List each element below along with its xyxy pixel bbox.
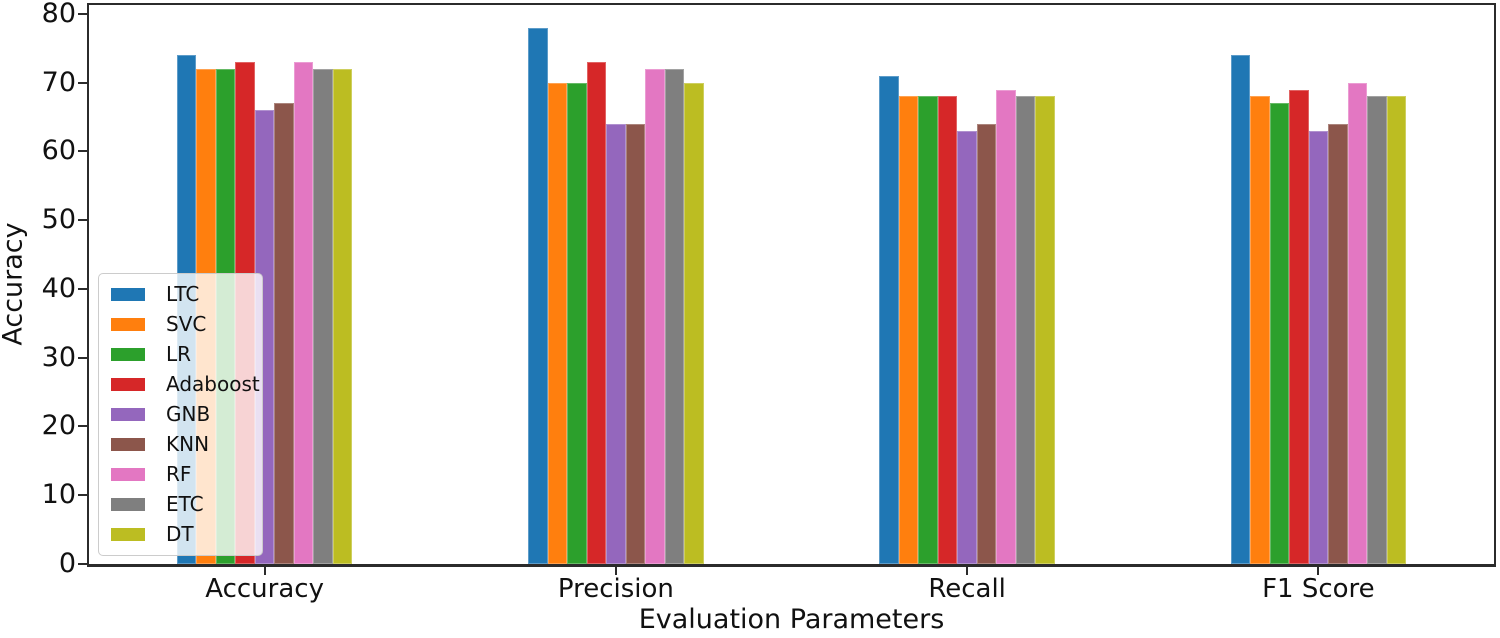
legend-item-lr: LR — [111, 344, 252, 365]
bar-ltc-2 — [879, 75, 899, 564]
legend: LTC SVC LR Adaboost GNB KNN RF ETC DT — [98, 273, 263, 556]
y-tick-label: 10 — [41, 479, 76, 511]
y-tick-label: 70 — [41, 66, 76, 98]
bar-ltc-1 — [528, 27, 548, 564]
bar-dt-3 — [1386, 96, 1407, 564]
y-tick-mark — [78, 81, 87, 84]
x-tick-mark — [1317, 566, 1320, 575]
bar-gnb-3 — [1308, 130, 1329, 564]
bar-knn-1 — [625, 123, 646, 564]
bar-svc-2 — [898, 96, 919, 564]
y-tick-mark — [78, 563, 87, 565]
x-tick-mark — [614, 566, 617, 575]
legend-item-etc: ETC — [111, 494, 252, 515]
bar-lr-3 — [1269, 103, 1290, 564]
legend-label-knn: KNN — [166, 432, 210, 456]
bar-knn-2 — [976, 123, 997, 564]
legend-label-ltc: LTC — [166, 282, 200, 306]
legend-swatch-adaboost — [111, 378, 145, 391]
legend-item-gnb: GNB — [111, 404, 252, 425]
bar-svc-1 — [547, 82, 568, 564]
legend-label-etc: ETC — [166, 492, 204, 516]
bar-knn-0 — [274, 103, 294, 564]
bar-knn-3 — [1328, 123, 1348, 564]
legend-item-adaboost: Adaboost — [111, 374, 260, 395]
y-tick-label: 80 — [41, 0, 76, 29]
legend-swatch-rf — [111, 468, 145, 481]
legend-label-gnb: GNB — [166, 402, 211, 426]
bar-gnb-1 — [606, 123, 626, 564]
legend-item-rf: RF — [111, 464, 252, 485]
bar-ltc-3 — [1230, 55, 1251, 564]
bar-etc-2 — [1015, 96, 1036, 564]
y-tick-label: 40 — [41, 272, 76, 304]
bar-dt-2 — [1035, 96, 1055, 564]
y-tick-label: 0 — [58, 548, 76, 579]
bar-lr-2 — [918, 96, 938, 564]
y-tick-mark — [78, 425, 87, 428]
legend-swatch-knn — [111, 438, 145, 451]
bar-rf-1 — [645, 68, 665, 564]
legend-item-dt: DT — [111, 524, 252, 545]
x-tick-mark — [966, 566, 969, 575]
legend-item-ltc: LTC — [111, 284, 252, 305]
x-tick-label-recall: Recall — [928, 574, 1006, 604]
bar-rf-3 — [1347, 82, 1368, 564]
bar-etc-3 — [1367, 96, 1387, 564]
legend-swatch-lr — [111, 348, 145, 361]
legend-swatch-dt — [111, 528, 145, 541]
x-tick-label-f1-score: F1 Score — [1262, 574, 1375, 604]
bar-dt-1 — [684, 82, 704, 564]
y-tick-mark — [78, 356, 87, 359]
bar-rf-2 — [996, 89, 1016, 564]
x-axis-label: Evaluation Parameters — [638, 604, 945, 635]
y-tick-mark — [78, 12, 87, 15]
legend-label-lr: LR — [166, 342, 192, 366]
legend-label-dt: DT — [166, 522, 194, 546]
y-tick-label: 30 — [41, 341, 76, 373]
legend-swatch-etc — [111, 498, 145, 511]
legend-swatch-svc — [111, 318, 145, 331]
legend-item-svc: SVC — [111, 314, 252, 335]
bar-gnb-2 — [957, 130, 977, 564]
bar-adaboost-1 — [586, 62, 607, 564]
bar-etc-0 — [313, 68, 333, 564]
legend-swatch-gnb — [111, 408, 145, 421]
x-tick-mark — [263, 566, 266, 575]
legend-label-adaboost: Adaboost — [166, 372, 260, 396]
legend-swatch-ltc — [111, 288, 145, 301]
y-tick-mark — [78, 287, 87, 290]
y-tick-label: 50 — [41, 204, 76, 236]
bar-etc-1 — [664, 68, 685, 564]
y-tick-label: 20 — [41, 410, 76, 442]
bar-rf-0 — [293, 62, 314, 564]
bar-lr-1 — [567, 82, 587, 564]
x-tick-label-precision: Precision — [557, 574, 674, 604]
bar-dt-0 — [332, 68, 353, 564]
bar-adaboost-3 — [1289, 89, 1309, 564]
y-tick-label: 60 — [41, 135, 76, 167]
bar-adaboost-2 — [937, 96, 958, 564]
plot-area: LTC SVC LR Adaboost GNB KNN RF ETC DT — [87, 3, 1496, 567]
legend-label-svc: SVC — [166, 312, 207, 336]
legend-item-knn: KNN — [111, 434, 252, 455]
y-tick-mark — [78, 219, 87, 222]
legend-label-rf: RF — [166, 462, 192, 486]
y-tick-mark — [78, 150, 87, 153]
bar-svc-3 — [1250, 96, 1270, 564]
y-tick-mark — [78, 494, 87, 497]
x-tick-label-accuracy: Accuracy — [205, 574, 324, 604]
